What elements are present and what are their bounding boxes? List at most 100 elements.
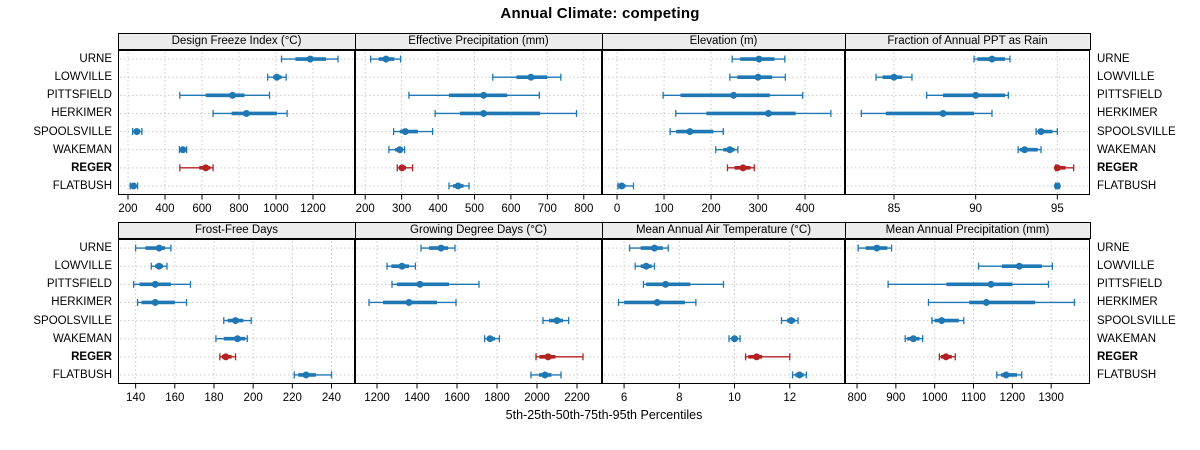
series-urne (280, 55, 339, 63)
tick-label: 200 (244, 392, 263, 404)
tick-label: 10 (728, 392, 741, 404)
row-label-left-spoolsville: SPOOLSVILLE (33, 125, 112, 138)
median-dot (1021, 146, 1029, 154)
series-wakeman (215, 335, 248, 343)
series-herkimer (927, 298, 1076, 306)
row-label-left-wakeman: WAKEMAN (53, 143, 112, 156)
tick-label: 0 (614, 203, 620, 215)
tick-label: 1200 (1000, 392, 1026, 404)
series-urne (370, 55, 402, 63)
median-dot (988, 55, 996, 63)
row-label-left-pittsfield: PITTSFIELD (46, 278, 112, 291)
median-dot (416, 280, 424, 288)
tick-label: 180 (204, 392, 223, 404)
median-dot (642, 262, 650, 270)
median-dot (273, 73, 281, 81)
x-axis-mean-annual-precipitation-mm: 800 900 1000 1100 1200 1300 (847, 384, 1064, 404)
series-lowville (977, 262, 1053, 270)
series-wakeman (388, 146, 406, 154)
series-herkimer (136, 298, 188, 306)
median-dot (726, 146, 734, 154)
row-label-left-urne: URNE (79, 53, 112, 66)
median-dot (544, 353, 552, 361)
tick-label: 800 (229, 203, 248, 215)
panel-mean-annual-air-temperature-c (602, 239, 845, 384)
row-label-left-urne: URNE (79, 242, 112, 255)
series-urne (973, 55, 1011, 63)
row-label-right-urne: URNE (1097, 53, 1130, 66)
tick-label: 12 (783, 392, 796, 404)
row-label-right-urne: URNE (1097, 242, 1130, 255)
series-spoolsville (223, 317, 252, 325)
median-dot (618, 182, 626, 190)
tick-label: 2000 (524, 392, 550, 404)
series-herkimer (212, 109, 288, 117)
row-label-left-spoolsville: SPOOLSVILLE (33, 314, 112, 327)
x-axis-elevation-m: 0 100 200 300 400 (614, 195, 815, 215)
tick-label: 90 (969, 203, 982, 215)
panel-mean-annual-precipitation-mm (845, 239, 1090, 384)
series-urne (857, 244, 893, 252)
row-label-right-flatbush: FLATBUSH (1097, 179, 1157, 192)
tick-label: 1300 (1038, 392, 1064, 404)
row-label-left-lowville: LOWVILLE (54, 71, 112, 84)
panel-strip-effective-precipitation-mm: Effective Precipitation (mm) (354, 33, 603, 50)
panel-fraction-of-annual-ppt-as-rain (845, 50, 1090, 195)
series-herkimer (368, 298, 457, 306)
median-dot (222, 353, 230, 361)
tick-label: 140 (126, 392, 145, 404)
row-label-right-reger: REGER (1097, 350, 1138, 363)
series-pittsfield (133, 280, 192, 288)
median-dot (909, 335, 917, 343)
median-dot (480, 109, 488, 117)
tick-label: 1600 (444, 392, 470, 404)
tick-label: 200 (356, 203, 375, 215)
series-flatbush (129, 182, 139, 190)
median-dot (731, 335, 739, 343)
series-spoolsville (542, 317, 570, 325)
tick-label: 1200 (364, 392, 390, 404)
median-dot (480, 91, 488, 99)
tick-label: 700 (538, 203, 557, 215)
tick-label: 800 (847, 392, 866, 404)
series-pittsfield (179, 91, 271, 99)
series-herkimer (675, 109, 832, 117)
series-wakeman (1017, 146, 1042, 154)
series-reger (726, 164, 755, 172)
tick-label: 1400 (404, 392, 430, 404)
row-label-right-flatbush: FLATBUSH (1097, 368, 1157, 381)
median-dot (890, 73, 898, 81)
median-dot (398, 262, 406, 270)
panel-design-freeze-index-c (118, 50, 355, 195)
median-dot (454, 182, 462, 190)
tick-label: 1000 (922, 392, 948, 404)
median-dot (155, 262, 163, 270)
median-dot (306, 55, 314, 63)
median-dot (938, 317, 946, 325)
x-axis-frost-free-days: 140 160 180 200 220 240 (126, 384, 341, 404)
median-dot (232, 317, 240, 325)
tick-label: 1200 (300, 203, 326, 215)
series-flatbush (617, 182, 635, 190)
panel-growing-degree-days-c (355, 239, 602, 384)
median-dot (653, 298, 661, 306)
median-dot (982, 298, 990, 306)
median-dot (202, 164, 210, 172)
panel-strip-mean-annual-air-temperature-c: Mean Annual Air Temperature (°C) (601, 222, 846, 239)
row-label-right-herkimer: HERKIMER (1097, 296, 1158, 309)
series-flatbush (1053, 182, 1061, 190)
median-dot (764, 109, 772, 117)
tick-label: 100 (654, 203, 673, 215)
series-spoolsville (131, 128, 143, 136)
row-label-left-flatbush: FLATBUSH (52, 179, 112, 192)
series-wakeman (728, 335, 741, 343)
x-axis-effective-precipitation-mm: 200 300 400 500 600 700 800 (356, 195, 593, 215)
x-axis-design-freeze-index-c: 200 400 600 800 1000 1200 (118, 195, 326, 215)
median-dot (754, 73, 762, 81)
row-label-right-pittsfield: PITTSFIELD (1097, 89, 1163, 102)
tick-label: 8 (676, 392, 682, 404)
median-dot (233, 335, 241, 343)
series-pittsfield (408, 91, 540, 99)
median-dot (662, 280, 670, 288)
median-dot (405, 298, 413, 306)
